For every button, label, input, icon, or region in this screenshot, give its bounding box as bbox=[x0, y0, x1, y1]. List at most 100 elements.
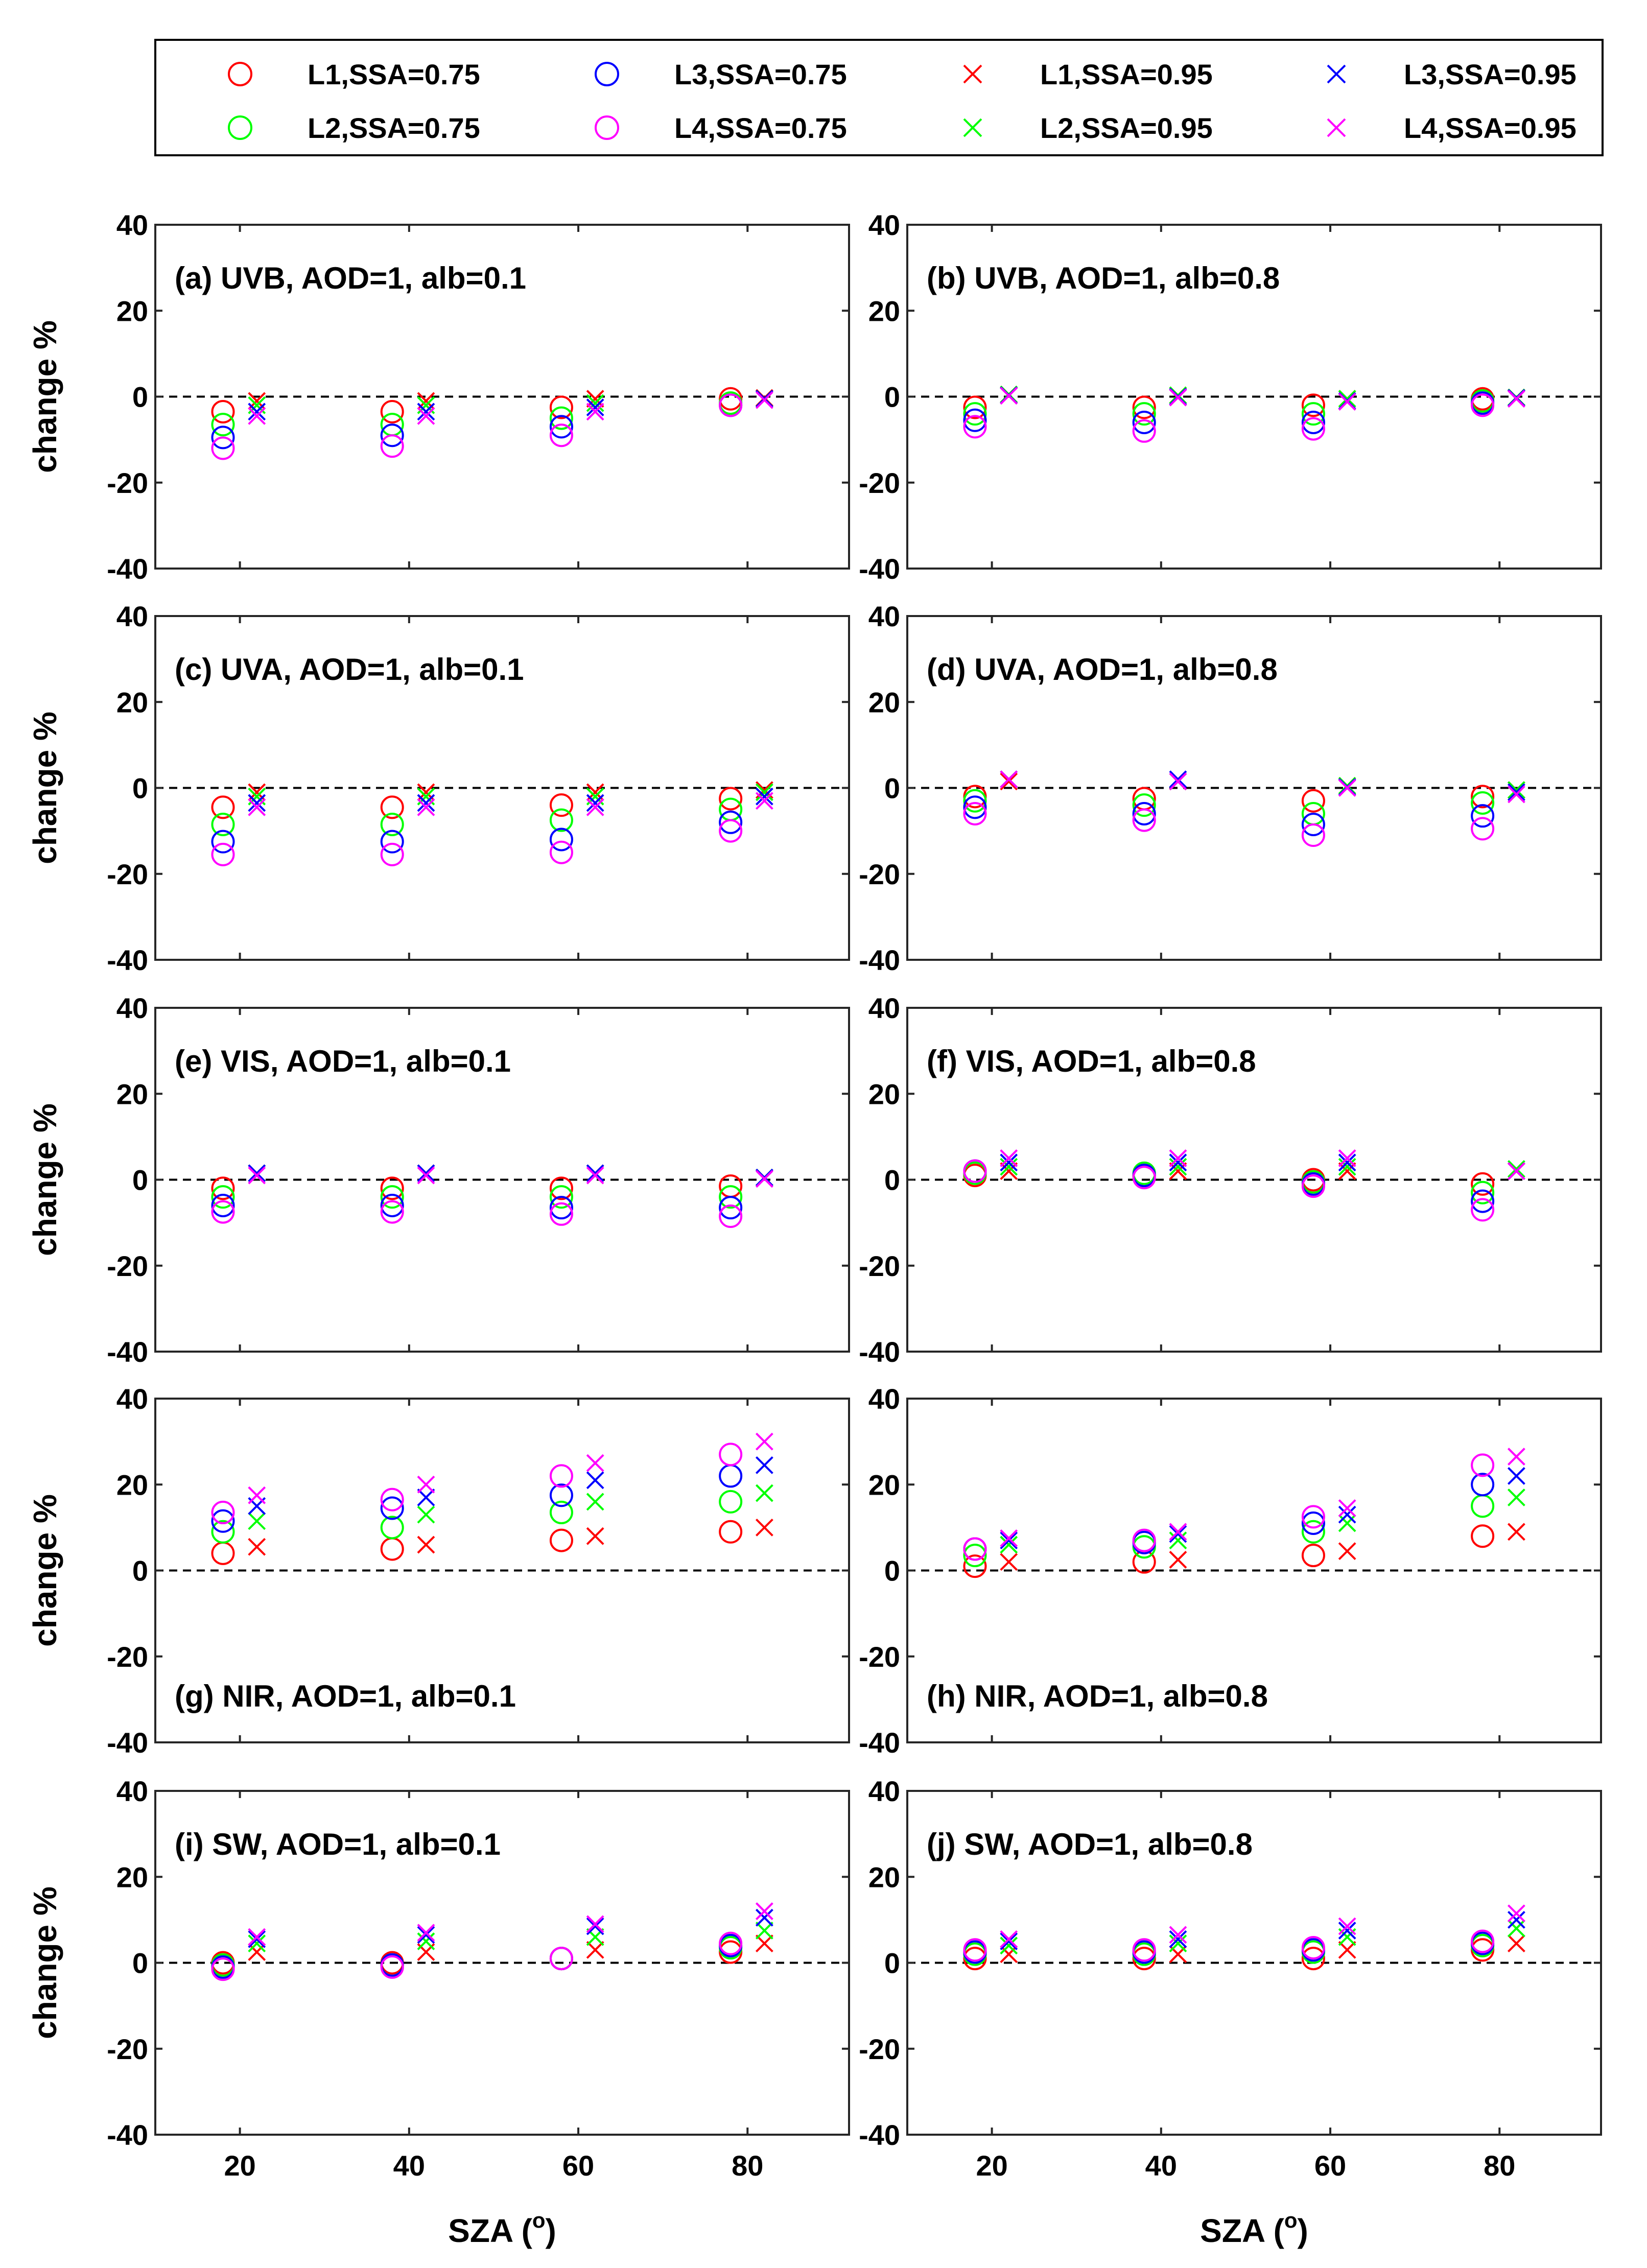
data-point bbox=[248, 1164, 266, 1183]
legend: L1,SSA=0.75 L2,SSA=0.75 L3,SSA=0.75 L4,S… bbox=[154, 39, 1604, 156]
data-point bbox=[1507, 1910, 1525, 1929]
data-point bbox=[1338, 1153, 1356, 1172]
data-point bbox=[586, 1527, 604, 1545]
legend-marker-x bbox=[1327, 118, 1346, 137]
y-tick-label: 20 bbox=[868, 1078, 900, 1110]
data-point bbox=[248, 1930, 266, 1948]
data-point bbox=[1338, 779, 1356, 797]
data-point bbox=[1471, 1524, 1495, 1548]
data-point bbox=[211, 1957, 235, 1981]
data-point bbox=[1338, 1149, 1356, 1167]
data-point bbox=[380, 1193, 404, 1217]
data-point bbox=[586, 1454, 604, 1472]
y-tick-label: -20 bbox=[859, 1641, 900, 1673]
data-point bbox=[1301, 1936, 1325, 1960]
data-point bbox=[211, 1176, 235, 1200]
data-point bbox=[1507, 1934, 1525, 1953]
data-point bbox=[963, 402, 987, 426]
y-tick-label: -40 bbox=[859, 944, 900, 976]
data-point bbox=[755, 787, 773, 806]
panel-title: (h) NIR, AOD=1, alb=0.8 bbox=[927, 1679, 1268, 1713]
data-point bbox=[248, 1928, 266, 1946]
data-point bbox=[549, 1947, 573, 1971]
data-point bbox=[719, 1204, 743, 1228]
data-point bbox=[549, 395, 573, 419]
y-tick-label: 40 bbox=[116, 992, 148, 1024]
y-axis-label: change % bbox=[27, 1886, 63, 2039]
legend-label: L4,SSA=0.95 bbox=[1404, 112, 1577, 144]
y-tick-label: -20 bbox=[107, 1641, 148, 1673]
data-point bbox=[1169, 1523, 1187, 1541]
data-point bbox=[586, 1164, 604, 1183]
data-point bbox=[1132, 410, 1156, 434]
x-tick-label: 60 bbox=[1314, 2149, 1346, 2182]
data-point bbox=[1338, 1542, 1356, 1561]
data-point bbox=[549, 1464, 573, 1488]
y-tick-label: -20 bbox=[859, 2033, 900, 2065]
data-point bbox=[719, 1443, 743, 1467]
data-point bbox=[1338, 1921, 1356, 1940]
data-point bbox=[549, 1176, 573, 1200]
data-point bbox=[1301, 1947, 1325, 1971]
data-point bbox=[1301, 417, 1325, 441]
chart-panel: -40 -20 0 20 40 change % (e) VIS, AOD=1, alb=0… bbox=[27, 992, 850, 1368]
data-point bbox=[1301, 1511, 1325, 1535]
y-tick-label: 0 bbox=[132, 381, 148, 413]
y-tick-label: 0 bbox=[132, 1555, 148, 1587]
x-tick-label: 80 bbox=[1484, 2149, 1515, 2182]
data-point bbox=[248, 403, 266, 421]
panel-title: (g) NIR, AOD=1, alb=0.1 bbox=[175, 1679, 516, 1713]
y-tick-label: 0 bbox=[884, 772, 900, 805]
y-tick-label: -20 bbox=[107, 858, 148, 890]
data-point bbox=[755, 1934, 773, 1953]
data-point bbox=[417, 1489, 435, 1506]
legend-items: L1,SSA=0.75 L2,SSA=0.75 L3,SSA=0.75 L4,S… bbox=[228, 58, 1577, 144]
data-point bbox=[1000, 1553, 1018, 1571]
data-point bbox=[1000, 1932, 1018, 1950]
data-point bbox=[1169, 1157, 1187, 1176]
chart-panel: -40 -20 0 20 40 20 40 60 80 SZA (o) (j) SW, AOD=1,… bbox=[859, 1775, 1602, 2249]
data-point bbox=[1000, 387, 1018, 405]
data-point bbox=[417, 1932, 435, 1950]
data-point bbox=[1169, 1153, 1187, 1172]
data-point bbox=[417, 1164, 435, 1183]
y-tick-label: 20 bbox=[116, 1078, 148, 1110]
data-point bbox=[1338, 1505, 1356, 1524]
data-point bbox=[211, 1500, 235, 1524]
data-point bbox=[1471, 804, 1495, 828]
data-point bbox=[549, 1185, 573, 1209]
data-point bbox=[380, 1185, 404, 1209]
data-point bbox=[963, 789, 987, 813]
data-point bbox=[211, 830, 235, 854]
data-point bbox=[755, 792, 773, 810]
data-point bbox=[248, 1538, 266, 1556]
data-point bbox=[1132, 395, 1156, 419]
data-point bbox=[211, 795, 235, 819]
data-point bbox=[963, 795, 987, 819]
data-point bbox=[1471, 1473, 1495, 1497]
data-point bbox=[1169, 770, 1187, 789]
chart-panel: -40 -20 0 20 40 (b) UVB, AOD=1, alb=0.8 bbox=[859, 209, 1602, 585]
data-point bbox=[1471, 1189, 1495, 1213]
y-tick-label: 20 bbox=[868, 1861, 900, 1893]
data-point bbox=[1507, 1919, 1525, 1938]
chart-panel: -40 -20 0 20 40 change % (a) UVB, AOD=1, alb=0… bbox=[27, 209, 850, 585]
data-point bbox=[586, 1166, 604, 1185]
data-point bbox=[1471, 817, 1495, 841]
legend-box bbox=[154, 39, 1604, 156]
data-point bbox=[380, 813, 404, 837]
y-tick-label: 20 bbox=[868, 295, 900, 327]
data-point bbox=[549, 423, 573, 447]
panel-title: (d) UVA, AOD=1, alb=0.8 bbox=[927, 652, 1278, 687]
y-tick-label: 0 bbox=[884, 1164, 900, 1196]
legend-entry: L3,SSA=0.75 bbox=[595, 58, 847, 90]
data-point bbox=[549, 840, 573, 864]
data-point bbox=[1169, 1531, 1187, 1550]
panels: -40 -20 0 20 40 change % (a) UVB, AOD=1, alb=0… bbox=[27, 209, 1602, 2249]
data-point bbox=[755, 1518, 773, 1537]
y-tick-label: -20 bbox=[859, 467, 900, 499]
data-point bbox=[1338, 1162, 1356, 1180]
data-point bbox=[719, 787, 743, 811]
y-tick-label: 20 bbox=[116, 1861, 148, 1893]
x-tick-label: 60 bbox=[562, 2149, 594, 2182]
